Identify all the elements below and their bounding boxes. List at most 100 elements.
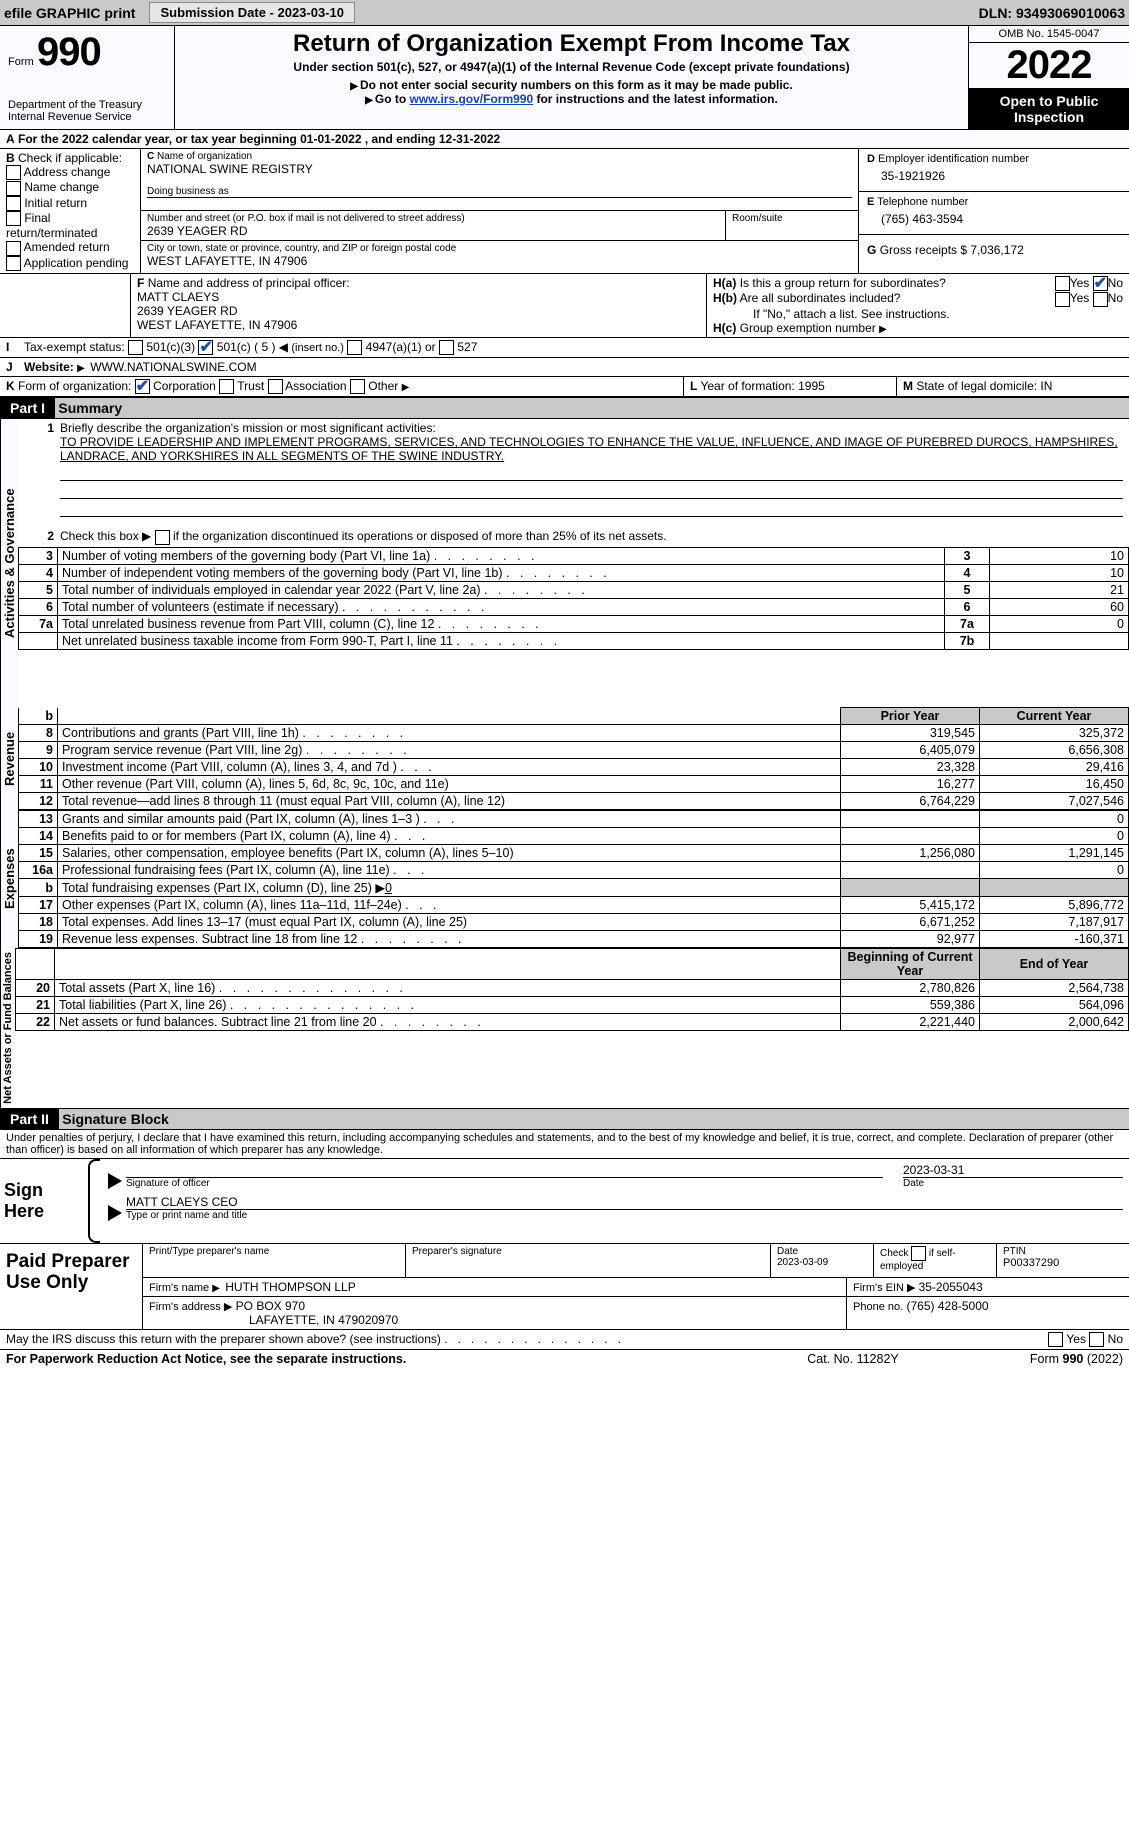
form-ref: Form 990 (2022) <box>943 1352 1123 1366</box>
open-inspection: Open to Public Inspection <box>969 89 1129 129</box>
c5-checked <box>198 340 213 355</box>
firm-addr1: PO BOX 970 <box>236 1299 305 1313</box>
form-title: Return of Organization Exempt From Incom… <box>183 30 960 58</box>
form-word: Form <box>8 56 34 68</box>
header-row: Form 990 Department of the Treasury Inte… <box>0 26 1129 130</box>
row-klm: K Form of organization: Corporation Trus… <box>0 376 1129 397</box>
year-formed: 1995 <box>798 379 825 393</box>
hdr-beg: Beginning of Current Year <box>841 949 980 980</box>
pt-sig-label: Preparer's signature <box>412 1246 764 1257</box>
city-label: City or town, state or province, country… <box>147 243 852 254</box>
page-root: efile GRAPHIC print Submission Date - 20… <box>0 0 1129 1368</box>
paid-preparer-label: Paid Preparer Use Only <box>0 1244 143 1329</box>
col-h: H(a) Is this a group return for subordin… <box>707 274 1129 337</box>
hint-goto: Go to www.irs.gov/Form990 for instructio… <box>183 92 960 106</box>
dba-label: Doing business as <box>147 186 852 198</box>
ptin: P00337290 <box>1003 1257 1123 1269</box>
hint-ssn: Do not enter social security numbers on … <box>183 78 960 92</box>
dln-label: DLN: 93493069010063 <box>979 5 1125 21</box>
corp-checked <box>135 379 150 394</box>
pt-name-label: Print/Type preparer's name <box>149 1246 399 1257</box>
col-deg: D Employer identification number 35-1921… <box>858 149 1129 273</box>
addr-label: Number and street (or P.O. box if mail i… <box>147 213 719 224</box>
chk-name[interactable]: Name change <box>24 180 99 194</box>
top-bar: efile GRAPHIC print Submission Date - 20… <box>0 0 1129 26</box>
may-irs-row: May the IRS discuss this return with the… <box>0 1329 1129 1349</box>
sig-date: 2023-03-31 <box>903 1163 1123 1178</box>
v5: 21 <box>990 581 1129 598</box>
col-b: B Check if applicable: Address change Na… <box>0 149 141 273</box>
fh-row: F Name and address of principal officer:… <box>0 273 1129 337</box>
summary-section: Activities & Governance 1Briefly describ… <box>0 419 1129 707</box>
officer-addr1: 2639 YEAGER RD <box>137 304 700 318</box>
part-i-header: Part I Summary <box>0 397 1129 419</box>
city: WEST LAFAYETTE, IN 47906 <box>147 254 852 268</box>
org-name: NATIONAL SWINE REGISTRY <box>147 162 852 176</box>
v7b <box>990 632 1129 649</box>
summary-table-ag: 3Number of voting members of the governi… <box>18 547 1129 650</box>
pt-check-label: Check if self-employed <box>880 1246 990 1272</box>
sign-here-block: Sign Here Signature of officer 2023-03-3… <box>0 1158 1129 1243</box>
type-name-label: Type or print name and title <box>126 1210 1123 1221</box>
netassets-section: Net Assets or Fund Balances Beginning of… <box>0 948 1129 1108</box>
part-ii-header: Part II Signature Block <box>0 1108 1129 1130</box>
v7a: 0 <box>990 615 1129 632</box>
efile-label: efile GRAPHIC print <box>4 5 135 21</box>
pt-date-label: Date <box>777 1246 867 1257</box>
v4: 10 <box>990 564 1129 581</box>
expenses-section: Expenses 13Grants and similar amounts pa… <box>0 810 1129 948</box>
v3: 10 <box>990 547 1129 564</box>
state: IN <box>1040 379 1052 393</box>
signer-name: MATT CLAEYS CEO <box>126 1195 1123 1210</box>
firm-name: HUTH THOMPSON LLP <box>225 1280 355 1294</box>
room-label: Room/suite <box>732 213 852 224</box>
footer-row: For Paperwork Reduction Act Notice, see … <box>0 1349 1129 1368</box>
section-activities: Activities & Governance <box>0 419 18 707</box>
irs-label: Internal Revenue Service <box>8 111 168 123</box>
officer-name: MATT CLAEYS <box>137 290 700 304</box>
form-box: Form 990 Department of the Treasury Inte… <box>0 26 175 129</box>
pt-date: 2023-03-09 <box>777 1257 867 1268</box>
pra-notice: For Paperwork Reduction Act Notice, see … <box>6 1352 763 1366</box>
phone: (765) 463-3594 <box>867 208 1121 230</box>
addr: 2639 YEAGER RD <box>147 224 719 238</box>
date-label: Date <box>903 1178 1123 1189</box>
omb-no: OMB No. 1545-0047 <box>969 26 1129 43</box>
chk-address[interactable]: Address change <box>24 165 111 179</box>
mission-text: TO PROVIDE LEADERSHIP AND IMPLEMENT PROG… <box>24 435 1123 463</box>
firm-addr2: LAFAYETTE, IN 479020970 <box>149 1313 840 1327</box>
line-2: Check this box ▶ if the organization dis… <box>60 529 667 544</box>
col-f: F Name and address of principal officer:… <box>131 274 707 337</box>
row-j: J Website: WWW.NATIONALSWINE.COM <box>0 357 1129 376</box>
officer-addr2: WEST LAFAYETTE, IN 47906 <box>137 318 700 332</box>
website: WWW.NATIONALSWINE.COM <box>90 360 256 374</box>
section-revenue: Revenue <box>0 707 18 810</box>
chk-initial[interactable]: Initial return <box>24 196 87 210</box>
gross-receipts: 7,036,172 <box>970 243 1023 257</box>
hno-checked <box>1093 276 1108 291</box>
title-box: Return of Organization Exempt From Incom… <box>175 26 968 129</box>
hb-note: If "No," attach a list. See instructions… <box>713 307 1123 321</box>
chk-amended[interactable]: Amended return <box>24 240 110 254</box>
line-a: A For the 2022 calendar year, or tax yea… <box>0 130 1129 149</box>
irs-link[interactable]: www.irs.gov/Form990 <box>410 92 534 106</box>
sig-arrow-icon-2 <box>108 1205 122 1221</box>
paid-preparer-block: Paid Preparer Use Only Print/Type prepar… <box>0 1243 1129 1329</box>
prep-phone: (765) 428-5000 <box>907 1299 989 1313</box>
cat-no: Cat. No. 11282Y <box>763 1352 943 1366</box>
hdr-curr: Current Year <box>980 708 1129 725</box>
col-c: C Name of organization NATIONAL SWINE RE… <box>141 149 858 273</box>
chk-pending[interactable]: Application pending <box>24 256 129 270</box>
hdr-end: End of Year <box>980 949 1129 980</box>
line-1-label: Briefly describe the organization's miss… <box>60 421 436 435</box>
ptin-label: PTIN <box>1003 1246 1123 1257</box>
revenue-section: Revenue bPrior YearCurrent Year 8Contrib… <box>0 707 1129 810</box>
row-i: I Tax-exempt status: 501(c)(3) 501(c) ( … <box>0 337 1129 357</box>
perjury-statement: Under penalties of perjury, I declare th… <box>0 1130 1129 1158</box>
year-box: OMB No. 1545-0047 2022 Open to Public In… <box>968 26 1129 129</box>
submission-date: Submission Date - 2023-03-10 <box>149 2 355 23</box>
section-expenses: Expenses <box>0 810 18 948</box>
form-subtitle: Under section 501(c), 527, or 4947(a)(1)… <box>183 60 960 74</box>
bcdefg-grid: B Check if applicable: Address change Na… <box>0 149 1129 273</box>
tax-year: 2022 <box>969 43 1129 89</box>
